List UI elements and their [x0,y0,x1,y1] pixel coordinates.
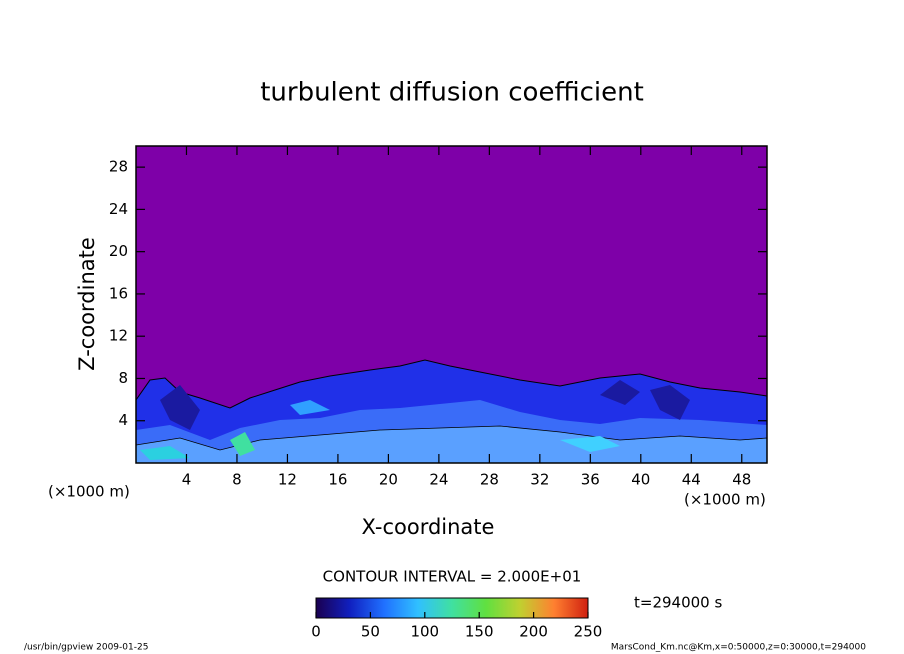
colorbar-tick-label: 250 [574,623,603,641]
colorbar-tick-label: 150 [465,623,494,641]
plot-frame [135,145,768,464]
colorbar-tick-label: 0 [311,623,321,641]
x-tick-label: 32 [530,471,549,489]
y-tick-label: 28 [109,158,128,176]
x-tick-label: 12 [278,471,297,489]
footer-right: MarsCond_Km.nc@Km,x=0:50000,z=0:30000,t=… [611,643,866,653]
x-tick-label: 4 [182,471,192,489]
x-tick-label: 36 [581,471,600,489]
y-tick-label: 12 [109,327,128,345]
x-tick-label: 48 [732,471,751,489]
x-tick-label: 20 [379,471,398,489]
x-tick-label: 16 [328,471,347,489]
x-axis-label: X-coordinate [362,515,495,539]
y-tick-label: 24 [109,200,128,218]
colorbar-tick-label: 50 [361,623,380,641]
x-unit-right: (×1000 m) [684,491,766,509]
contour-field [136,146,767,463]
x-tick-label: 24 [429,471,448,489]
x-tick-label: 28 [480,471,499,489]
colorbar-tick-label: 200 [519,623,548,641]
y-axis-label: Z-coordinate [75,237,99,371]
x-unit-left: (×1000 m) [48,483,130,501]
colorbar [315,597,589,619]
x-tick-label: 8 [232,471,242,489]
time-label: t=294000 s [634,594,722,612]
colorbar-tick-label: 100 [410,623,439,641]
contour-interval: CONTOUR INTERVAL = 2.000E+01 [323,568,582,586]
y-tick-label: 16 [109,284,128,302]
footer-left: /usr/bin/gpview 2009-01-25 [24,643,148,653]
y-tick-label: 8 [118,369,128,387]
chart-title: turbulent diffusion coefficient [260,78,644,108]
x-tick-label: 40 [631,471,650,489]
y-tick-label: 4 [118,411,128,429]
x-tick-label: 44 [682,471,701,489]
y-tick-label: 20 [109,242,128,260]
